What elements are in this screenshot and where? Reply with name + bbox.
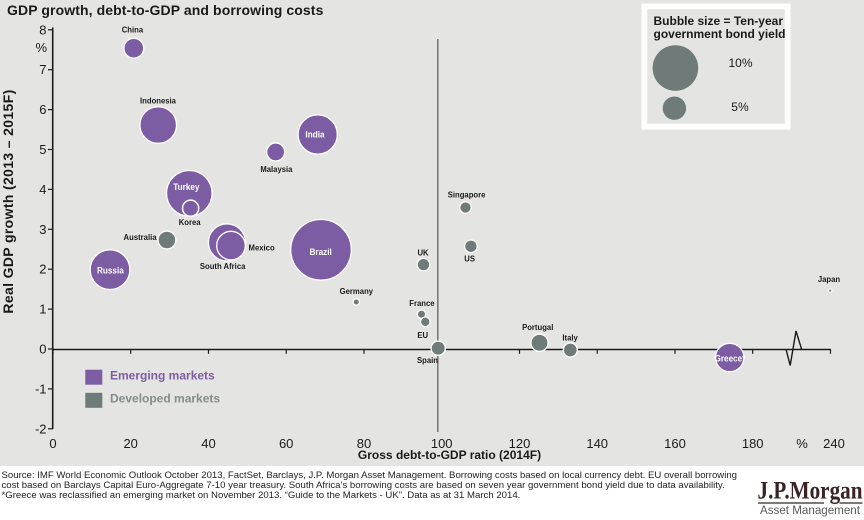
svg-text:government bond yield: government bond yield xyxy=(654,27,786,41)
svg-text:Malaysia: Malaysia xyxy=(260,165,293,174)
svg-text:UK: UK xyxy=(417,248,428,257)
svg-text:1: 1 xyxy=(39,302,46,317)
svg-text:US: US xyxy=(464,254,475,263)
svg-text:cost based on Barclays Capital: cost based on Barclays Capital Euro-Aggr… xyxy=(2,480,725,491)
svg-text:J.P.Morgan: J.P.Morgan xyxy=(758,478,863,505)
svg-text:Source: IMF World Economic Out: Source: IMF World Economic Outlook Octob… xyxy=(2,470,738,481)
svg-text:GDP growth, debt-to-GDP and bo: GDP growth, debt-to-GDP and borrowing co… xyxy=(7,2,324,18)
svg-text:0: 0 xyxy=(39,342,46,357)
svg-text:-2: -2 xyxy=(35,421,47,436)
svg-text:20: 20 xyxy=(123,436,137,451)
svg-text:Singapore: Singapore xyxy=(448,190,486,199)
svg-text:*Greece was reclassified an em: *Greece was reclassified an emerging mar… xyxy=(2,490,521,501)
svg-text:-1: -1 xyxy=(35,381,47,396)
svg-text:5%: 5% xyxy=(731,100,749,114)
svg-text:40: 40 xyxy=(201,436,215,451)
svg-text:Indonesia: Indonesia xyxy=(140,96,176,105)
svg-text:Emerging markets: Emerging markets xyxy=(110,369,215,383)
svg-text:80: 80 xyxy=(357,436,371,451)
svg-text:6: 6 xyxy=(39,102,46,117)
svg-text:Mexico: Mexico xyxy=(249,243,275,252)
svg-text:4: 4 xyxy=(39,182,46,197)
svg-text:France: France xyxy=(409,299,435,308)
svg-text:Real GDP growth (2013 – 2015F): Real GDP growth (2013 – 2015F) xyxy=(0,89,16,313)
svg-text:Italy: Italy xyxy=(562,333,578,342)
svg-text:Japan: Japan xyxy=(818,275,840,284)
svg-text:140: 140 xyxy=(586,436,608,451)
svg-text:Gross debt-to-GDP ratio (2014F: Gross debt-to-GDP ratio (2014F) xyxy=(358,448,541,462)
svg-text:Developed markets: Developed markets xyxy=(110,392,220,406)
svg-text:60: 60 xyxy=(279,436,293,451)
svg-text:10%: 10% xyxy=(729,56,753,70)
svg-text:Brazil: Brazil xyxy=(310,247,332,257)
svg-text:Korea: Korea xyxy=(179,218,201,227)
svg-text:7: 7 xyxy=(39,62,46,77)
svg-text:3: 3 xyxy=(39,222,46,237)
svg-text:EU: EU xyxy=(417,331,428,340)
svg-text:%: % xyxy=(796,436,808,451)
svg-text:Australia: Australia xyxy=(124,233,158,242)
svg-text:India: India xyxy=(305,129,324,139)
svg-text:2: 2 xyxy=(39,262,46,277)
svg-text:China: China xyxy=(122,25,144,34)
svg-text:Germany: Germany xyxy=(340,287,374,296)
svg-text:Russia: Russia xyxy=(97,265,124,275)
svg-text:180: 180 xyxy=(742,436,764,451)
svg-text:240: 240 xyxy=(823,436,845,451)
svg-text:160: 160 xyxy=(664,436,686,451)
svg-text:Spain: Spain xyxy=(417,356,438,365)
svg-text:Bubble size = Ten-year: Bubble size = Ten-year xyxy=(654,14,784,28)
svg-text:%: % xyxy=(35,40,47,55)
svg-text:Turkey: Turkey xyxy=(173,182,199,192)
svg-text:0: 0 xyxy=(49,436,56,451)
svg-text:5: 5 xyxy=(39,142,46,157)
svg-text:Portugal: Portugal xyxy=(522,323,553,332)
svg-text:100: 100 xyxy=(431,436,453,451)
svg-text:Greece*: Greece* xyxy=(715,353,747,363)
svg-text:Asset Management: Asset Management xyxy=(760,505,861,517)
svg-text:120: 120 xyxy=(509,436,531,451)
svg-text:South Africa: South Africa xyxy=(200,262,246,271)
svg-text:8: 8 xyxy=(39,22,46,37)
